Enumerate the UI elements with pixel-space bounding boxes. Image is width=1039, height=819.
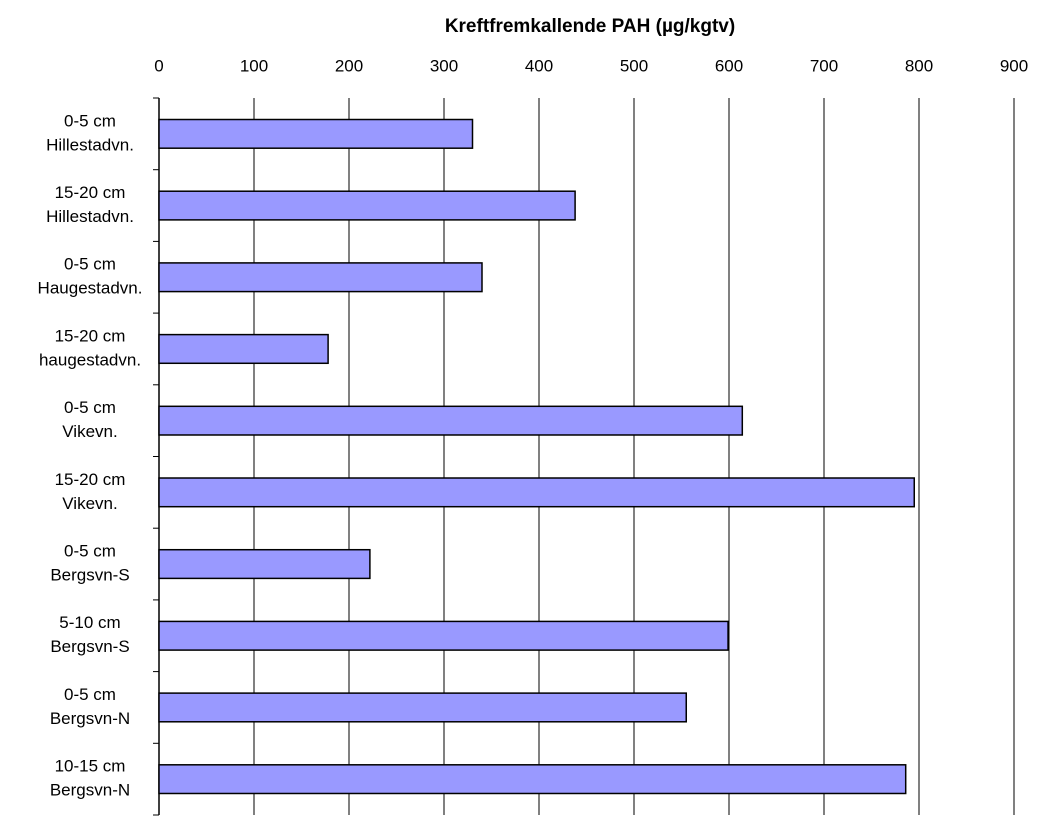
x-tick-label: 200 [335,56,363,75]
y-tick-label: 15-20 cm [55,470,126,489]
y-tick-label: Haugestadvn. [38,279,143,298]
y-tick-label: Hillestadvn. [46,207,134,226]
x-tick-label: 300 [430,56,458,75]
bar [158,477,915,508]
bar [158,620,729,651]
bar [158,405,744,436]
y-tick-label: Bergsvn-S [50,566,129,585]
y-tick-label: 5-10 cm [59,613,120,632]
y-tick-label: 10-15 cm [55,757,126,776]
bar [158,692,687,723]
chart-title: Kreftfremkallende PAH (µg/kgtv) [445,16,735,37]
y-tick-label: 0-5 cm [64,398,116,417]
bar [158,262,483,293]
x-tick-label: 500 [620,56,648,75]
y-tick-label: haugestadvn. [39,350,141,369]
y-tick-label: Vikevn. [62,494,117,513]
bar [158,118,474,149]
y-tick-label: 0-5 cm [64,111,116,130]
bar [158,190,576,221]
y-tick-label: Bergsvn-S [50,637,129,656]
y-tick-label: 0-5 cm [64,255,116,274]
y-tick-label: Vikevn. [62,422,117,441]
y-tick-label: 0-5 cm [64,542,116,561]
x-tick-label: 800 [905,56,933,75]
y-tick-label: 15-20 cm [55,326,126,345]
y-tick-label: 15-20 cm [55,183,126,202]
bar [158,548,371,580]
y-tick-label: Hillestadvn. [46,135,134,154]
x-tick-label: 600 [715,56,743,75]
x-tick-label: 900 [1000,56,1028,75]
x-tick-label: 400 [525,56,553,75]
x-tick-label: 100 [240,56,268,75]
x-tick-label: 700 [810,56,838,75]
bar [158,333,329,365]
y-tick-label: 0-5 cm [64,685,116,704]
bar [158,764,907,795]
x-tick-label: 0 [154,56,163,75]
y-tick-label: Bergsvn-N [50,709,130,728]
y-tick-label: Bergsvn-N [50,781,130,800]
